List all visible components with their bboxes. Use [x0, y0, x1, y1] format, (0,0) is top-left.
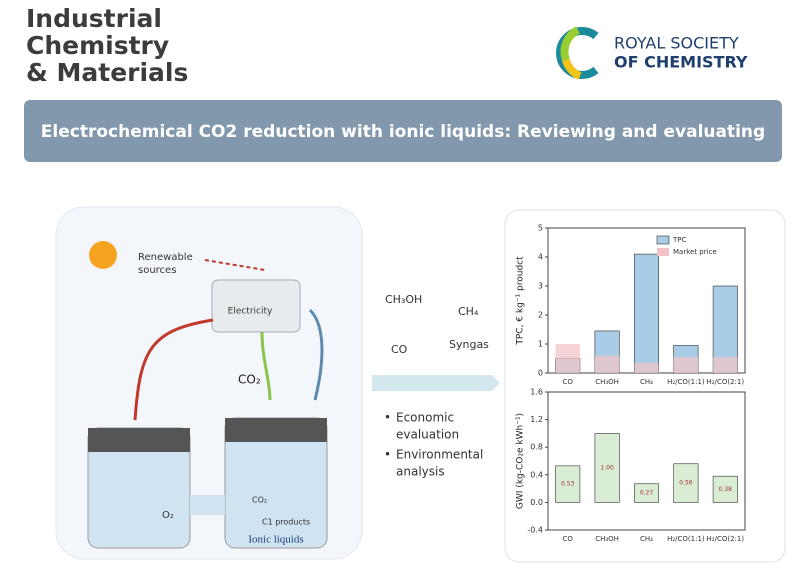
y-tick-label: 0.4	[530, 470, 543, 479]
y-tick-label: -0.4	[527, 526, 543, 535]
y-tick-label: 0.0	[530, 498, 543, 507]
y-tick-label: 4	[538, 253, 543, 262]
bar	[633, 253, 660, 374]
bar	[634, 362, 659, 373]
rsc-logo	[556, 26, 599, 80]
bullet: Environmental	[396, 448, 483, 462]
x-tick-label: CH₃OH	[595, 535, 619, 543]
y-tick-label: 1.6	[530, 388, 543, 397]
product: Syngas	[449, 338, 489, 351]
x-tick-label: CO	[562, 378, 573, 386]
legend-label: TPC	[672, 236, 686, 244]
label: C1 products	[262, 518, 310, 527]
label: Renewable	[138, 252, 193, 263]
y-axis-label: TPC, € kg⁻¹ proudct	[516, 256, 526, 346]
value-label: 0.56	[679, 480, 693, 487]
legend-swatch	[657, 248, 669, 256]
banner-title: Electrochemical CO2 reduction with ionic…	[41, 122, 765, 142]
bullet: evaluation	[396, 428, 459, 442]
x-tick-label: H₂/CO(1:1)	[667, 378, 705, 386]
journal-line: Chemistry	[26, 31, 169, 60]
publisher-line: ROYAL SOCIETY	[614, 34, 739, 53]
y-tick-label: 2	[538, 311, 543, 320]
bar	[673, 463, 699, 503]
value-label: 0.27	[640, 490, 654, 497]
label: Ionic liquids	[248, 534, 303, 546]
x-tick-label: CH₄	[640, 378, 653, 386]
y-tick-label: 1.2	[530, 415, 543, 424]
illustration: Renewable sources Electricity CO₂ O₂ CO₂…	[55, 206, 786, 563]
y-tick-label: 0.8	[530, 443, 543, 452]
journal-line: Industrial	[26, 4, 162, 33]
publisher-line: OF CHEMISTRY	[614, 53, 748, 72]
bar	[555, 465, 581, 503]
bullet: Economic	[396, 411, 454, 425]
x-tick-label: CH₄	[640, 535, 653, 543]
y-tick-label: 5	[538, 224, 543, 233]
bar	[594, 433, 620, 503]
y-axis-label: GWI (kg-CO₂e kWh⁻¹)	[516, 413, 526, 509]
x-tick-label: H₂/CO(1:1)	[667, 535, 705, 543]
y-tick-label: 3	[538, 282, 543, 291]
bar	[713, 357, 738, 373]
label: O₂	[162, 510, 174, 521]
bar	[712, 475, 738, 503]
value-label: 0.53	[561, 481, 575, 488]
charts: 0 1 2 3 4 5 TPC, € kg⁻¹ proudct CO CH₃OH CH₄ H₂/CO…	[516, 224, 746, 543]
x-tick-label: H₂/CO(2:1)	[707, 535, 745, 543]
product: CH₄	[458, 305, 479, 318]
legend-swatch	[656, 235, 670, 245]
y-tick-label: 1	[538, 340, 543, 349]
value-label: 1.00	[600, 464, 614, 471]
label: CO₂	[238, 373, 261, 387]
bar	[673, 357, 699, 373]
plot-frame	[547, 391, 746, 531]
label: Electricity	[228, 307, 273, 317]
x-tick-label: CH₃OH	[595, 378, 619, 386]
legend-label: Market price	[673, 248, 717, 256]
value-label: 0.38	[719, 486, 733, 493]
product: CO	[391, 343, 408, 356]
bar	[555, 344, 580, 373]
x-tick-label: CO	[562, 535, 573, 543]
product: CH₃OH	[385, 293, 422, 306]
bar	[594, 355, 620, 373]
y-tick-label: 0	[538, 369, 543, 378]
bar	[633, 483, 660, 503]
x-tick-label: H₂/CO(2:1)	[707, 378, 745, 386]
label: sources	[138, 265, 176, 276]
label: CO₂	[252, 496, 267, 505]
journal-line: & Materials	[26, 58, 188, 87]
banner	[24, 100, 782, 162]
bullet: analysis	[396, 465, 445, 479]
bullet: •	[384, 448, 391, 462]
bullet: •	[384, 411, 391, 425]
